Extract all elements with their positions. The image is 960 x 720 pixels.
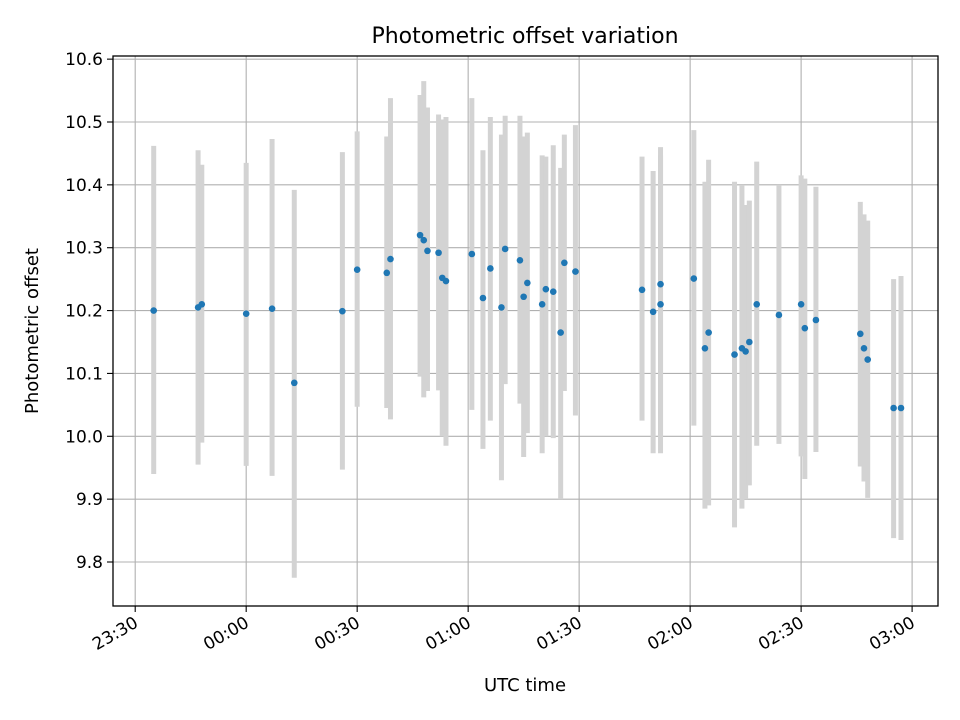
data-point	[657, 280, 664, 288]
data-point	[657, 300, 664, 308]
data-point	[198, 300, 206, 308]
y-tick-label: 10.5	[65, 113, 103, 133]
chart-title: Photometric offset variation	[371, 24, 678, 49]
data-point	[468, 250, 476, 258]
y-tick-label: 10.1	[65, 364, 103, 384]
data-point	[549, 288, 557, 296]
x-tick-label: 00:30	[311, 613, 363, 655]
data-point	[420, 236, 428, 244]
plot-area-frame	[112, 55, 939, 607]
data-point	[516, 256, 524, 264]
x-tick-label: 02:30	[755, 613, 807, 655]
data-point	[731, 351, 738, 358]
data-point	[649, 308, 657, 316]
data-point	[242, 310, 250, 318]
data-point	[812, 316, 820, 324]
data-point	[797, 300, 805, 308]
y-axis-label: Photometric offset	[22, 248, 43, 414]
x-tick-label: 01:00	[422, 613, 474, 655]
data-point	[339, 307, 346, 315]
data-point	[524, 279, 531, 287]
data-point	[268, 305, 276, 312]
y-tick-label: 10.4	[65, 176, 103, 196]
x-tick-label: 02:00	[644, 613, 696, 655]
data-point	[487, 265, 494, 272]
data-point	[860, 344, 868, 352]
data-point	[705, 329, 712, 336]
data-point	[561, 259, 568, 267]
data-point	[416, 231, 424, 239]
data-point	[538, 300, 546, 308]
y-tick-label: 10.6	[65, 50, 103, 70]
data-point	[746, 338, 753, 346]
data-point	[890, 404, 897, 412]
data-point	[542, 285, 550, 293]
data-point	[353, 266, 361, 274]
x-tick-label: 03:00	[866, 613, 918, 655]
x-tick-label: 00:00	[200, 613, 252, 655]
y-tick-label: 9.9	[76, 490, 103, 510]
data-point	[742, 348, 749, 355]
data-point	[775, 311, 783, 319]
y-tick-label: 9.8	[76, 553, 103, 573]
data-point	[572, 268, 579, 275]
data-point	[857, 330, 864, 338]
data-point	[520, 293, 527, 301]
data-point	[435, 249, 442, 257]
data-point	[690, 275, 698, 282]
error-bars	[151, 81, 904, 578]
data-point	[383, 269, 391, 277]
data-point	[424, 247, 431, 255]
data-points	[150, 231, 905, 412]
data-point	[753, 300, 761, 308]
data-point	[442, 277, 450, 285]
data-point	[897, 404, 905, 412]
data-point	[387, 255, 394, 263]
y-tick-label: 10.0	[65, 427, 103, 447]
data-point	[498, 304, 505, 311]
y-tick-label: 10.2	[65, 302, 103, 322]
data-point	[150, 307, 157, 314]
x-tick-label: 23:30	[89, 613, 141, 655]
x-tick-label: 01:30	[533, 613, 585, 655]
data-point	[638, 286, 646, 294]
y-tick-label: 10.3	[65, 239, 103, 259]
data-point	[864, 356, 872, 363]
x-axis-label: UTC time	[484, 675, 566, 696]
data-point	[701, 344, 709, 352]
data-point	[290, 379, 298, 387]
data-point	[479, 294, 487, 302]
data-point	[801, 324, 809, 332]
data-point	[557, 329, 564, 336]
data-point	[501, 245, 509, 253]
